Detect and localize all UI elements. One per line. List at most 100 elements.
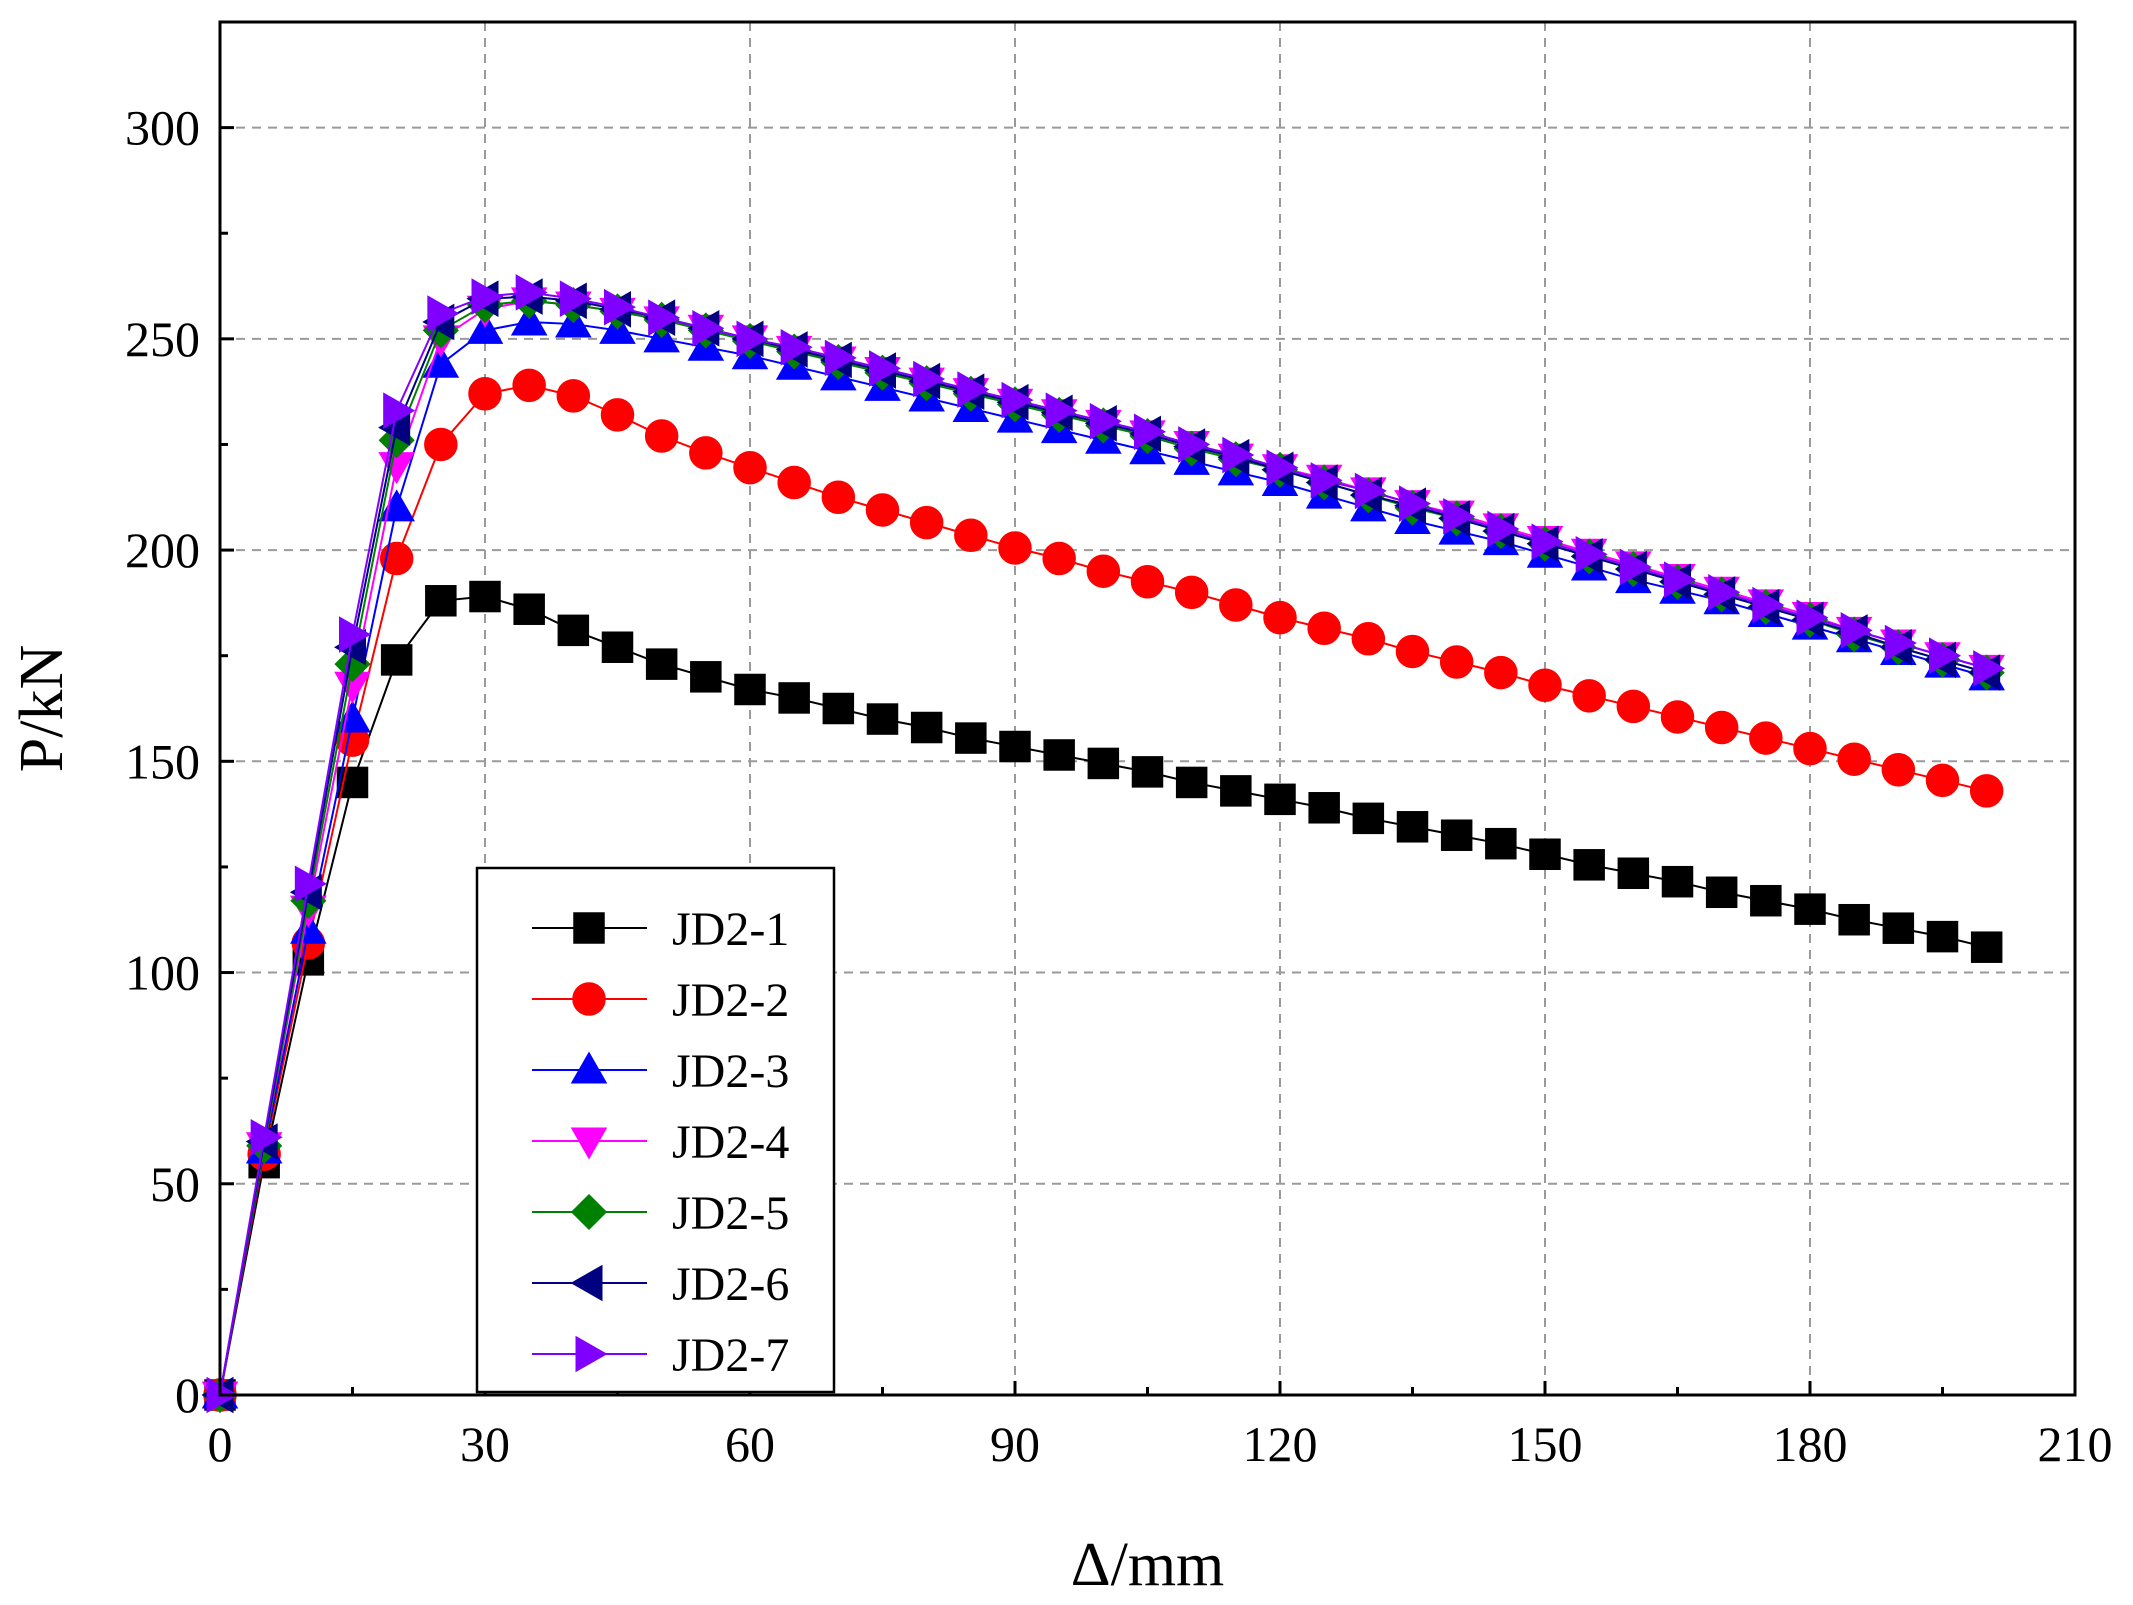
data-point-JD2-7: [383, 392, 416, 429]
data-point-JD2-7: [1619, 548, 1652, 586]
x-tick-label: 180: [1773, 1416, 1848, 1472]
x-tick-label: 210: [2038, 1416, 2113, 1472]
legend-marker: [570, 1264, 603, 1302]
data-point-JD2-7: [1929, 637, 1962, 674]
data-point-JD2-3: [510, 303, 548, 336]
data-point-JD2-1: [469, 580, 501, 613]
data-point-JD2-1: [778, 682, 810, 714]
data-point-JD2-7: [1178, 426, 1211, 463]
data-point-JD2-1: [1705, 876, 1738, 909]
data-point-JD2-7: [339, 616, 372, 653]
legend-label: JD2-3: [672, 1045, 789, 1098]
data-point-JD2-1: [1308, 792, 1340, 824]
legend-label: JD2-1: [672, 903, 789, 956]
data-point-JD2-1: [425, 585, 457, 617]
y-tick-label: 50: [150, 1156, 200, 1212]
data-point-JD2-2: [1969, 774, 2004, 808]
data-point-JD2-7: [1575, 536, 1608, 573]
data-point-JD2-2: [1749, 721, 1783, 755]
data-point-JD2-1: [734, 673, 766, 706]
data-point-JD2-7: [648, 299, 681, 337]
legend-marker: [570, 1051, 608, 1084]
legend-label: JD2-6: [672, 1258, 789, 1311]
data-point-JD2-7: [471, 278, 504, 315]
data-point-JD2-7: [250, 1119, 283, 1156]
data-point-JD2-7: [1752, 586, 1785, 624]
data-point-JD2-7: [957, 371, 990, 408]
legend-marker: [573, 912, 605, 944]
data-point-JD2-2: [1351, 622, 1386, 656]
data-point-JD2-2: [468, 377, 502, 411]
legend-marker: [570, 1193, 608, 1231]
data-point-JD2-7: [1840, 612, 1873, 649]
data-point-JD2-1: [866, 703, 899, 735]
data-point-JD2-1: [601, 631, 634, 663]
data-point-JD2-7: [1884, 624, 1917, 662]
data-point-JD2-1: [513, 593, 545, 625]
data-point-JD2-2: [600, 398, 635, 432]
data-point-JD2-2: [512, 368, 546, 403]
series-JD2-2: [203, 368, 2004, 1412]
data-point-JD2-2: [424, 427, 458, 462]
data-point-JD2-7: [559, 280, 592, 318]
legend-item-JD2-4: JD2-4: [532, 1116, 789, 1169]
data-point-JD2-1: [1440, 819, 1473, 851]
data-point-JD2-1: [1617, 857, 1650, 890]
legend-label: JD2-4: [672, 1116, 789, 1169]
data-point-JD2-2: [1484, 655, 1518, 690]
data-point-JD2-7: [1708, 574, 1741, 611]
data-point-JD2-2: [1660, 700, 1695, 734]
data-point-JD2-2: [1793, 731, 1827, 766]
legend-label: JD2-5: [672, 1187, 789, 1240]
legend-item-JD2-5: JD2-5: [532, 1187, 789, 1240]
data-point-JD2-7: [1487, 510, 1520, 548]
data-point-JD2-7: [1045, 392, 1078, 429]
legend-label: JD2-7: [672, 1329, 789, 1382]
data-point-JD2-1: [1352, 802, 1385, 835]
data-point-JD2-1: [1220, 775, 1252, 807]
legend-marker: [575, 1335, 608, 1373]
legend-item-JD2-6: JD2-6: [532, 1258, 789, 1311]
data-point-JD2-3: [466, 311, 504, 344]
data-point-JD2-2: [954, 518, 988, 553]
data-point-JD2-1: [1794, 893, 1826, 925]
x-axis-title: Δ/mm: [1071, 1531, 1225, 1599]
data-point-JD2-7: [1134, 413, 1167, 451]
data-point-JD2-7: [1310, 462, 1343, 499]
series-layer: [201, 274, 2006, 1414]
x-tick-label: 120: [1243, 1416, 1318, 1472]
legend-item-JD2-3: JD2-3: [532, 1045, 789, 1098]
axis-ticks: 0 30 60 90 120 150 180 210 0 50 100 150 200 250 300: [125, 100, 2113, 1472]
data-point-JD2-7: [1266, 449, 1299, 486]
data-point-JD2-7: [913, 360, 946, 398]
data-point-JD2-1: [1573, 849, 1605, 881]
data-point-JD2-2: [1881, 753, 1916, 787]
data-point-JD2-2: [865, 493, 900, 527]
data-point-JD2-2: [1130, 565, 1165, 599]
data-point-JD2-1: [380, 644, 413, 676]
x-tick-label: 150: [1508, 1416, 1583, 1472]
data-point-JD2-1: [999, 730, 1031, 763]
series-JD2-7: [206, 274, 2006, 1414]
x-tick-label: 60: [725, 1416, 775, 1472]
data-point-JD2-2: [556, 379, 591, 413]
legend-item-JD2-1: JD2-1: [532, 903, 789, 956]
data-point-JD2-2: [1572, 679, 1606, 713]
data-point-JD2-7: [869, 350, 902, 387]
legend-item-JD2-7: JD2-7: [532, 1329, 789, 1382]
data-point-JD2-1: [1882, 912, 1915, 944]
data-point-JD2-2: [1616, 689, 1651, 724]
data-point-JD2-1: [1926, 920, 1959, 953]
x-tick-label: 30: [460, 1416, 510, 1472]
data-point-JD2-7: [1399, 485, 1432, 522]
data-point-JD2-1: [1264, 783, 1296, 816]
x-tick-label: 90: [990, 1416, 1040, 1472]
data-point-JD2-2: [777, 465, 811, 500]
data-point-JD2-1: [955, 722, 987, 754]
data-point-JD2-1: [1043, 739, 1075, 771]
data-point-JD2-7: [515, 274, 548, 311]
data-point-JD2-7: [1443, 497, 1476, 535]
data-point-JD2-2: [644, 419, 679, 453]
data-point-JD2-2: [1174, 575, 1209, 610]
